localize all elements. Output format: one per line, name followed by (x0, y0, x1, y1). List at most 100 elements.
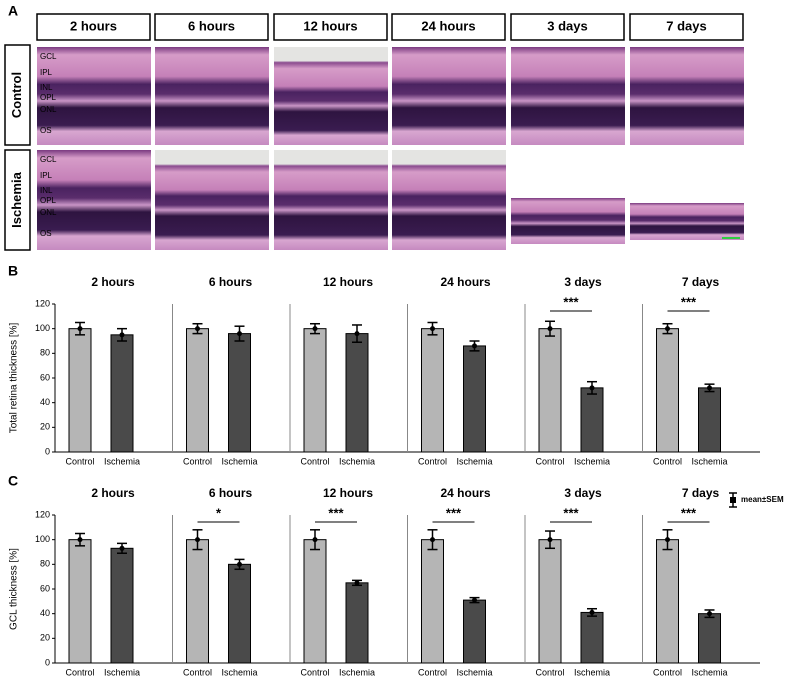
subplot-title: 3 days (564, 486, 602, 500)
timepoint-box (510, 13, 625, 41)
subplot-title: 6 hours (209, 275, 253, 289)
mean-dot (707, 611, 712, 617)
x-tick-label: Ischemia (691, 456, 727, 466)
mean-dot (77, 537, 83, 543)
x-tick-label: Control (653, 667, 682, 677)
mean-dot (665, 326, 670, 332)
layer-label: GCL (40, 52, 57, 61)
x-tick-label: Control (535, 456, 564, 466)
histology-image (511, 198, 625, 244)
y-tick-label: 20 (40, 633, 50, 643)
x-tick-label: Ischemia (221, 456, 257, 466)
y-axis-label: Total retina thickness [%] (9, 322, 20, 433)
subplot-title: 24 hours (440, 275, 490, 289)
histology-image (630, 47, 744, 145)
x-tick-label: Control (65, 667, 94, 677)
y-tick-label: 60 (40, 583, 50, 593)
x-tick-label: Ischemia (574, 456, 610, 466)
bar (110, 547, 134, 664)
bar (656, 539, 679, 664)
bar (698, 613, 721, 664)
row-label-box (4, 44, 31, 146)
histology-image (37, 150, 151, 250)
x-tick-label: Control (418, 456, 447, 466)
x-tick-label: Control (653, 456, 682, 466)
layer-label: ONL (40, 105, 57, 114)
bar (538, 539, 562, 664)
x-tick-label: Ischemia (691, 667, 727, 677)
x-tick-label: Ischemia (456, 667, 492, 677)
row-label-box (4, 149, 31, 251)
subplot-title: 12 hours (323, 486, 373, 500)
x-tick-label: Control (300, 456, 329, 466)
y-tick-label: 100 (35, 323, 50, 333)
timepoint-box (629, 13, 744, 41)
row-label: Control (9, 72, 24, 118)
y-tick-label: 100 (35, 534, 50, 544)
mean-dot (77, 326, 83, 332)
bar (421, 539, 444, 664)
layer-label: OPL (40, 196, 57, 205)
layer-label: IPL (40, 68, 53, 77)
timepoint-label: 7 days (666, 18, 706, 33)
mean-dot (312, 537, 318, 543)
bar (463, 345, 486, 453)
legend-label: mean±SEM (741, 495, 784, 504)
subplot-title: 12 hours (323, 275, 373, 289)
bar (110, 334, 134, 453)
y-tick-label: 0 (45, 446, 50, 456)
x-tick-label: Ischemia (339, 456, 375, 466)
mean-dot (195, 326, 200, 332)
timepoint-box (36, 13, 151, 41)
bar (345, 333, 369, 453)
histology-image (392, 47, 506, 145)
significance-label: * (216, 505, 222, 520)
significance-label: *** (328, 505, 344, 520)
mean-dot (237, 331, 242, 337)
x-tick-label: Ischemia (221, 667, 257, 677)
subplot-title: 7 days (682, 486, 720, 500)
histology-image (274, 150, 388, 250)
bar (580, 387, 604, 453)
histology-image (37, 47, 151, 145)
panel-label: C (8, 473, 18, 489)
panel-label: A (8, 3, 18, 19)
legend-marker (730, 497, 736, 503)
subplot-title: 2 hours (91, 275, 135, 289)
y-tick-label: 60 (40, 372, 50, 382)
mean-dot (312, 326, 318, 332)
significance-label: *** (681, 505, 697, 520)
histology-image (511, 47, 625, 145)
subplot-title: 6 hours (209, 486, 253, 500)
layer-label: OS (40, 126, 52, 135)
significance-label: *** (563, 505, 579, 520)
subplot-title: 24 hours (440, 486, 490, 500)
mean-dot (119, 332, 125, 338)
bar (68, 539, 92, 664)
histology-image (155, 47, 269, 145)
histology-image (630, 203, 744, 240)
y-tick-label: 40 (40, 397, 50, 407)
layer-label: OPL (40, 93, 57, 102)
layer-label: INL (40, 83, 53, 92)
bar (580, 611, 604, 664)
x-tick-label: Ischemia (574, 667, 610, 677)
timepoint-label: 2 hours (70, 18, 117, 33)
y-tick-label: 80 (40, 559, 50, 569)
mean-dot (547, 537, 553, 543)
subplot-title: 7 days (682, 275, 720, 289)
mean-dot (354, 331, 360, 337)
mean-dot (430, 537, 435, 543)
x-tick-label: Control (300, 667, 329, 677)
bar (463, 599, 486, 664)
layer-label: GCL (40, 155, 57, 164)
bar (303, 539, 327, 664)
mean-dot (472, 597, 477, 603)
mean-dot (119, 545, 125, 551)
x-tick-label: Control (418, 667, 447, 677)
y-tick-label: 0 (45, 657, 50, 667)
bar (186, 539, 209, 664)
timepoint-box (391, 13, 506, 41)
timepoint-label: 6 hours (188, 18, 235, 33)
